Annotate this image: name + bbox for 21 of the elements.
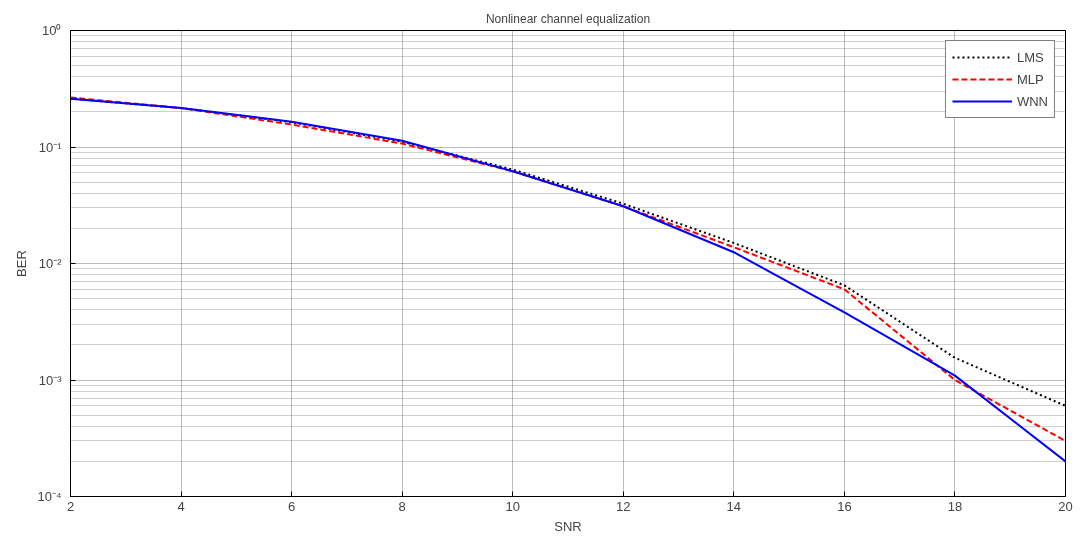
y-tick-label: 10⁻⁴	[37, 489, 62, 504]
x-tick-label: 4	[177, 498, 185, 514]
x-axis-title: SNR	[554, 518, 582, 534]
x-tick-label: 10	[505, 498, 520, 514]
y-axis-title: BER	[14, 250, 30, 277]
chart-title: Nonlinear channel equalization	[485, 11, 651, 26]
legend-label: WNN	[1016, 93, 1048, 109]
x-tick-label: 18	[947, 498, 963, 514]
legend-label: MLP	[1016, 71, 1044, 87]
x-tick-label: 8	[398, 498, 406, 514]
x-tick-label: 2	[66, 498, 75, 514]
y-tick-label: 10⁻³	[38, 372, 63, 388]
x-tick-label: 6	[288, 498, 296, 514]
x-tick-label: 14	[726, 498, 742, 514]
y-tick-label: 10⁻²	[38, 256, 63, 271]
legend-label: LMS	[1016, 49, 1044, 65]
x-tick-label: 16	[837, 498, 852, 514]
x-tick-label: 12	[616, 498, 631, 514]
y-tick-label: 10⁻¹	[38, 139, 63, 155]
x-tick-label: 20	[1058, 498, 1073, 514]
y-tick-label: 10⁰	[42, 23, 62, 38]
